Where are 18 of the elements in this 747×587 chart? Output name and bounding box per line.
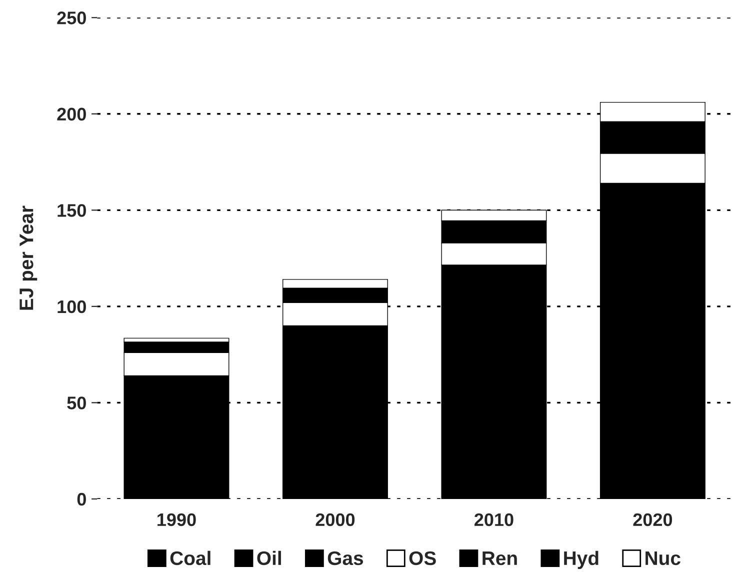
legend-label: Hyd xyxy=(564,550,598,569)
y-tick-label: 100 xyxy=(58,300,86,314)
x-tick-label: 2010 xyxy=(474,513,514,526)
legend-label: Nuc xyxy=(646,552,680,566)
y-tick-label: 250 xyxy=(57,12,86,24)
legend-label: Oil xyxy=(257,550,281,566)
legend-label: Ren xyxy=(482,552,517,566)
x-tick-label: 2000 xyxy=(316,513,355,526)
x-tick-label: 1990 xyxy=(158,513,196,526)
y-tick-label: 50 xyxy=(67,396,86,410)
x-tick-label: 2020 xyxy=(633,513,672,526)
y-axis-title: EJ per Year xyxy=(20,206,38,310)
legend-label: OS xyxy=(409,551,436,566)
y-tick-label: 0 xyxy=(77,492,86,506)
y-tick-label: 150 xyxy=(58,204,86,217)
y-tick-label: 200 xyxy=(57,108,86,121)
legend-label: Coal xyxy=(170,550,210,566)
legend-label: Gas xyxy=(328,551,364,566)
